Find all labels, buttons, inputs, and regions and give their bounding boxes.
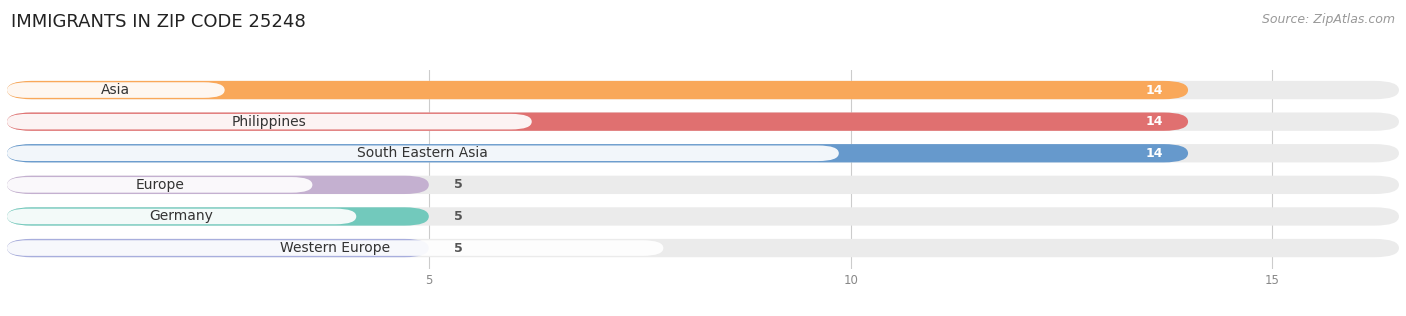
Text: 5: 5: [454, 241, 463, 255]
FancyBboxPatch shape: [7, 207, 1399, 226]
FancyBboxPatch shape: [7, 81, 1399, 99]
FancyBboxPatch shape: [7, 112, 1399, 131]
FancyBboxPatch shape: [7, 209, 356, 224]
FancyBboxPatch shape: [7, 177, 312, 193]
FancyBboxPatch shape: [7, 112, 1188, 131]
FancyBboxPatch shape: [7, 240, 664, 256]
Text: Western Europe: Western Europe: [280, 241, 391, 255]
Text: 14: 14: [1146, 83, 1163, 97]
FancyBboxPatch shape: [7, 81, 1188, 99]
Text: IMMIGRANTS IN ZIP CODE 25248: IMMIGRANTS IN ZIP CODE 25248: [11, 13, 307, 31]
Text: Asia: Asia: [101, 83, 131, 97]
Text: Europe: Europe: [135, 178, 184, 192]
Text: 14: 14: [1146, 147, 1163, 160]
FancyBboxPatch shape: [7, 239, 1399, 257]
FancyBboxPatch shape: [7, 114, 531, 130]
Text: 14: 14: [1146, 115, 1163, 128]
Text: South Eastern Asia: South Eastern Asia: [357, 146, 488, 160]
Text: 5: 5: [454, 210, 463, 223]
Text: Philippines: Philippines: [232, 115, 307, 129]
FancyBboxPatch shape: [7, 144, 1399, 162]
Text: 5: 5: [454, 178, 463, 191]
FancyBboxPatch shape: [7, 144, 1188, 162]
Text: Germany: Germany: [149, 210, 214, 223]
FancyBboxPatch shape: [7, 207, 429, 226]
FancyBboxPatch shape: [7, 82, 225, 98]
FancyBboxPatch shape: [7, 176, 1399, 194]
Text: Source: ZipAtlas.com: Source: ZipAtlas.com: [1261, 13, 1395, 26]
FancyBboxPatch shape: [7, 176, 429, 194]
FancyBboxPatch shape: [7, 239, 429, 257]
FancyBboxPatch shape: [7, 145, 839, 161]
